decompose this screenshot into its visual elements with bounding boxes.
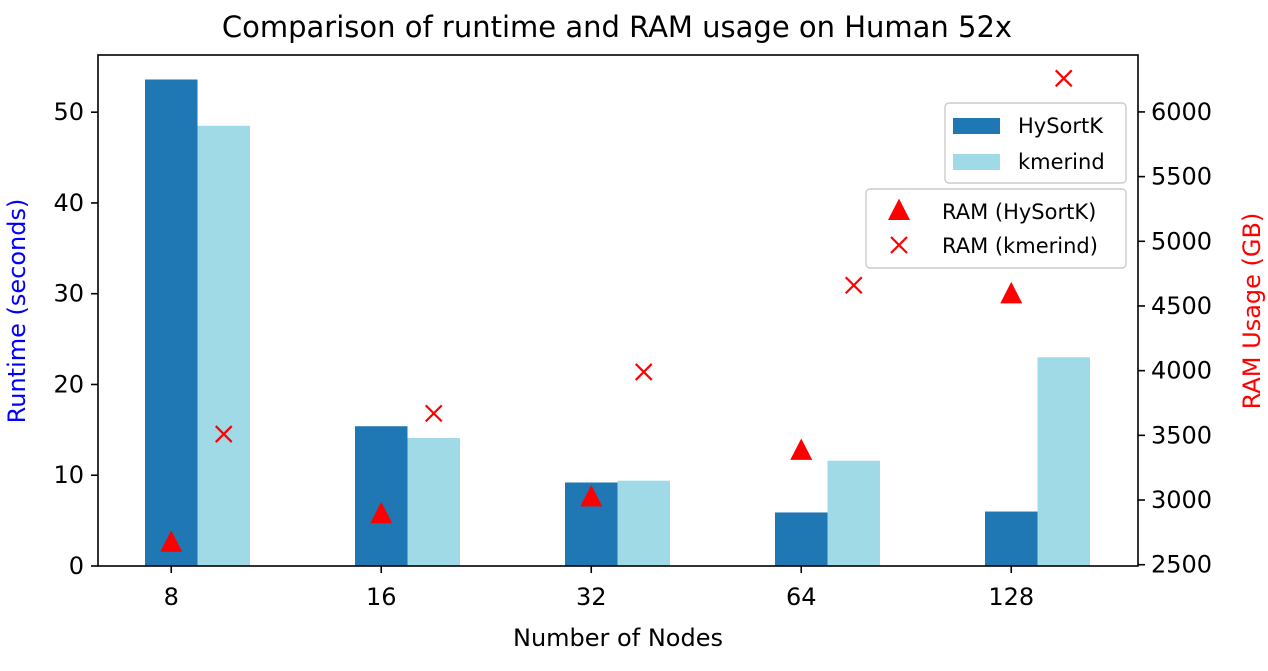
x-tick-label-8: 8 bbox=[164, 583, 179, 611]
marker-ram-kmerind-8 bbox=[214, 425, 233, 443]
marker-ram-hysortk-128 bbox=[1000, 281, 1023, 304]
x-tick-label-128: 128 bbox=[988, 583, 1034, 611]
bar-hysortk-16 bbox=[355, 426, 408, 566]
legend-swatch-hysortk bbox=[953, 118, 1000, 134]
legend-group: HySortK kmerind RAM (HySortK) RAM (kmerind) bbox=[865, 102, 1127, 269]
y-left-tick-label-30: 30 bbox=[53, 280, 84, 308]
x-tick-label-64: 64 bbox=[786, 583, 817, 611]
y-right-tick-label-4500: 4500 bbox=[1151, 292, 1212, 320]
y-axis-left-label: Runtime (seconds) bbox=[3, 199, 31, 424]
plot-frame bbox=[97, 54, 1139, 567]
legend-marker-ram-hysortk bbox=[888, 198, 910, 220]
x-axis: 8 16 32 64 128 bbox=[164, 566, 1034, 611]
y-right-tick-label-6000: 6000 bbox=[1151, 98, 1212, 126]
bar-kmerind-16 bbox=[407, 438, 460, 566]
bar-kmerind-8 bbox=[197, 125, 250, 566]
legend-label-hysortk: HySortK bbox=[1018, 114, 1104, 138]
chart-title: Comparison of runtime and RAM usage on H… bbox=[222, 10, 1012, 44]
marker-ram-kmerind-64 bbox=[844, 276, 863, 295]
marker-ram-hysortk-64 bbox=[790, 438, 813, 460]
y-left-tick-label-0: 0 bbox=[69, 552, 84, 580]
marker-ram-hysortk-16 bbox=[370, 501, 393, 524]
y-right-tick-label-3500: 3500 bbox=[1151, 421, 1212, 449]
legend-ram-box bbox=[865, 188, 1127, 269]
bar-kmerind-128 bbox=[1037, 357, 1090, 566]
marker-ram-kmerind-128 bbox=[1054, 69, 1073, 88]
y-left-tick-label-20: 20 bbox=[53, 370, 84, 398]
x-axis-label: Number of Nodes bbox=[513, 624, 723, 652]
y-axis-right-label: RAM Usage (GB) bbox=[1238, 213, 1266, 410]
y-left-tick-label-40: 40 bbox=[53, 189, 84, 217]
y-right-tick-label-5000: 5000 bbox=[1151, 227, 1212, 255]
bar-hysortk-128 bbox=[985, 511, 1038, 566]
marker-ram-hysortk-8 bbox=[160, 530, 183, 552]
y-right-tick-label-4000: 4000 bbox=[1151, 357, 1212, 385]
marker-ram-hysortk-32 bbox=[580, 485, 603, 507]
y-left-tick-label-50: 50 bbox=[53, 98, 84, 126]
legend-label-kmerind: kmerind bbox=[1018, 150, 1105, 174]
y-right-tick-label-2500: 2500 bbox=[1151, 551, 1212, 579]
bar-hysortk-8 bbox=[145, 79, 198, 566]
legend-label-ram-hysortk: RAM (HySortK) bbox=[942, 200, 1096, 224]
legend-ram: RAM (HySortK) RAM (kmerind) bbox=[865, 188, 1127, 269]
legend-label-ram-kmerind: RAM (kmerind) bbox=[942, 234, 1098, 258]
marker-ram-kmerind-32 bbox=[634, 363, 653, 381]
legend-marker-ram-kmerind bbox=[890, 236, 908, 254]
x-tick-label-16: 16 bbox=[366, 583, 397, 611]
legend-swatch-kmerind bbox=[953, 154, 1000, 170]
y-axis-right: 2500 3000 3500 4000 4500 5000 5500 6000 bbox=[1138, 98, 1212, 579]
x-tick-label-32: 32 bbox=[576, 583, 607, 611]
marker-group bbox=[160, 69, 1073, 552]
y-right-tick-label-5500: 5500 bbox=[1151, 163, 1212, 191]
legend-bars: HySortK kmerind bbox=[944, 102, 1127, 184]
y-right-tick-label-3000: 3000 bbox=[1151, 486, 1212, 514]
bar-kmerind-64 bbox=[827, 460, 880, 566]
y-left-tick-label-10: 10 bbox=[53, 461, 84, 489]
marker-ram-kmerind-16 bbox=[424, 404, 443, 423]
bar-kmerind-32 bbox=[617, 480, 670, 566]
y-axis-left: 0 10 20 30 40 50 bbox=[53, 98, 98, 580]
bar-hysortk-64 bbox=[775, 512, 828, 566]
bar-group bbox=[145, 79, 1090, 566]
